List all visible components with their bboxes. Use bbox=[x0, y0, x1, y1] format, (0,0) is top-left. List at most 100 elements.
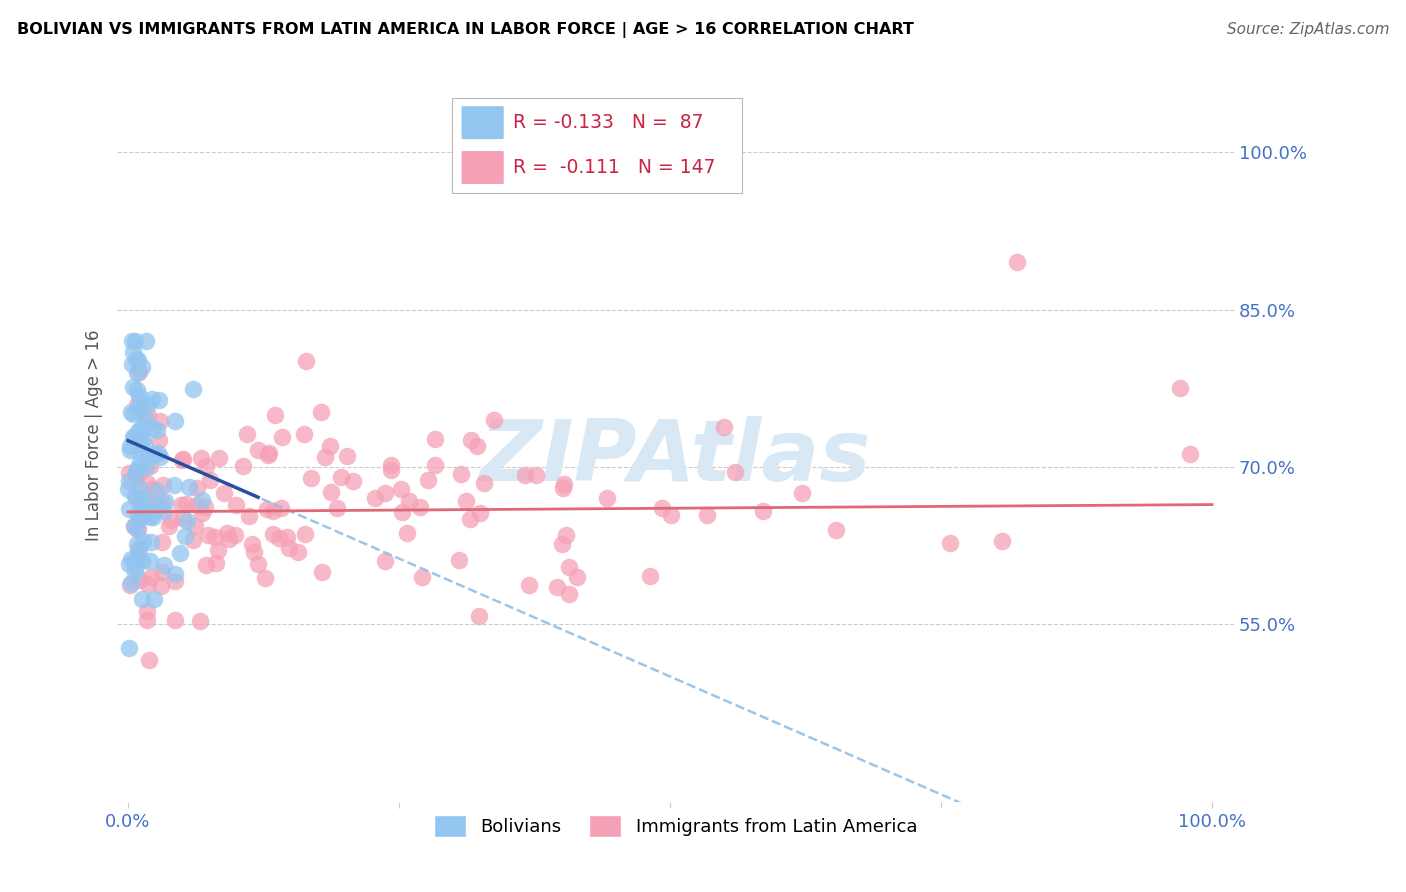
Point bbox=[128, 481, 150, 495]
Point bbox=[752, 504, 775, 518]
Point bbox=[141, 392, 163, 407]
Point bbox=[183, 382, 205, 396]
Point bbox=[197, 528, 219, 542]
Point bbox=[148, 499, 170, 513]
Point bbox=[138, 502, 160, 516]
Point bbox=[425, 432, 447, 446]
Point bbox=[124, 489, 146, 503]
Point bbox=[148, 393, 170, 408]
Text: Source: ZipAtlas.com: Source: ZipAtlas.com bbox=[1226, 22, 1389, 37]
Point bbox=[139, 458, 162, 473]
Point bbox=[120, 405, 142, 419]
Point bbox=[396, 526, 419, 541]
Point bbox=[177, 480, 200, 494]
Point bbox=[125, 537, 148, 551]
Point bbox=[172, 452, 194, 467]
Point bbox=[262, 527, 284, 541]
Point bbox=[236, 427, 259, 442]
Point bbox=[142, 510, 165, 524]
Point bbox=[159, 513, 181, 527]
Point bbox=[152, 496, 174, 510]
Point bbox=[990, 534, 1012, 549]
Point bbox=[170, 499, 193, 513]
Point bbox=[121, 357, 143, 371]
Point bbox=[172, 510, 194, 524]
Point bbox=[124, 430, 146, 444]
Point bbox=[127, 507, 149, 521]
Point bbox=[557, 560, 579, 574]
Point bbox=[152, 504, 174, 518]
Point bbox=[121, 430, 143, 444]
Point bbox=[128, 543, 150, 558]
Point bbox=[418, 473, 440, 487]
Point bbox=[117, 482, 139, 496]
Point bbox=[122, 518, 145, 533]
Point bbox=[454, 493, 477, 508]
Point bbox=[118, 557, 141, 571]
Point bbox=[311, 405, 333, 419]
Point bbox=[128, 365, 150, 379]
Point bbox=[153, 494, 176, 508]
Point bbox=[148, 433, 170, 447]
Point bbox=[398, 494, 420, 508]
Point bbox=[524, 467, 547, 482]
Point bbox=[138, 449, 160, 463]
Point bbox=[513, 468, 536, 483]
Point bbox=[127, 542, 149, 557]
Point bbox=[449, 553, 471, 567]
Point bbox=[256, 501, 278, 516]
Point bbox=[125, 465, 148, 479]
Point bbox=[364, 491, 387, 506]
Point bbox=[163, 574, 186, 588]
Point bbox=[143, 591, 166, 606]
Point bbox=[127, 522, 149, 536]
Point bbox=[146, 446, 169, 460]
Text: BOLIVIAN VS IMMIGRANTS FROM LATIN AMERICA IN LABOR FORCE | AGE > 16 CORRELATION : BOLIVIAN VS IMMIGRANTS FROM LATIN AMERIC… bbox=[17, 22, 914, 38]
Point bbox=[125, 351, 148, 366]
Point bbox=[295, 353, 318, 368]
Point bbox=[124, 566, 146, 580]
Point bbox=[173, 529, 195, 543]
Point bbox=[121, 407, 143, 421]
Point bbox=[551, 537, 574, 551]
Point bbox=[191, 507, 214, 521]
Point bbox=[342, 474, 364, 488]
Point bbox=[380, 458, 402, 472]
Point bbox=[315, 450, 337, 465]
Point bbox=[124, 554, 146, 568]
Point bbox=[138, 554, 160, 568]
Point bbox=[122, 519, 145, 533]
Point bbox=[142, 420, 165, 434]
Point bbox=[380, 463, 402, 477]
Point bbox=[188, 614, 211, 628]
Text: ZIPAtlas: ZIPAtlas bbox=[479, 416, 872, 499]
Point bbox=[319, 484, 342, 499]
Point bbox=[141, 483, 163, 497]
Point bbox=[472, 475, 495, 490]
Point bbox=[460, 512, 482, 526]
Point bbox=[117, 640, 139, 655]
Point bbox=[127, 352, 149, 367]
Point bbox=[135, 613, 157, 627]
Point bbox=[1180, 447, 1202, 461]
Point bbox=[146, 423, 169, 437]
Point bbox=[125, 522, 148, 536]
Point bbox=[131, 553, 153, 567]
Point bbox=[336, 449, 359, 463]
Point bbox=[183, 518, 205, 533]
Point bbox=[118, 578, 141, 592]
Point bbox=[374, 554, 396, 568]
Point bbox=[148, 414, 170, 428]
Point bbox=[129, 445, 152, 459]
Point bbox=[131, 359, 153, 374]
Point bbox=[262, 504, 284, 518]
Point bbox=[374, 486, 396, 500]
Point bbox=[135, 460, 157, 475]
Point bbox=[724, 466, 747, 480]
Point bbox=[246, 443, 269, 458]
Point bbox=[218, 532, 240, 546]
Point bbox=[271, 430, 294, 444]
Point bbox=[287, 545, 309, 559]
Point bbox=[129, 437, 152, 451]
Point bbox=[118, 474, 141, 488]
